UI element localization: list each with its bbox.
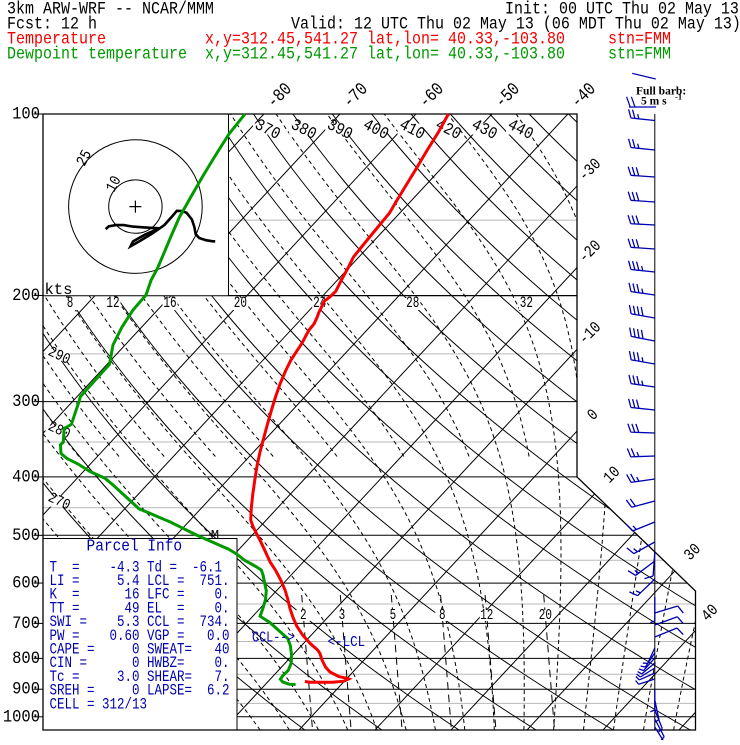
- svg-text:LI = 5.4 LCL = 751.: LI = 5.4 LCL = 751.: [50, 573, 230, 590]
- svg-text:SREH = 0 LAPSE= 6.2: SREH = 0 LAPSE= 6.2: [50, 683, 230, 700]
- svg-text:900: 900: [12, 679, 40, 699]
- svg-text:-1: -1: [675, 92, 682, 102]
- svg-text:100: 100: [12, 104, 40, 124]
- svg-text:8: 8: [439, 606, 446, 623]
- svg-text:1000: 1000: [3, 707, 40, 727]
- svg-text:2: 2: [300, 606, 307, 623]
- svg-text:CAPE = 0 SWEAT= 40: CAPE = 0 SWEAT= 40: [50, 641, 230, 658]
- svg-text:5: 5: [390, 606, 397, 623]
- svg-text:stn=FMM: stn=FMM: [608, 30, 671, 49]
- svg-text:Fcst: 12 h: Fcst: 12 h: [7, 15, 97, 34]
- svg-text:32: 32: [520, 295, 533, 312]
- svg-text:<-LCL: <-LCL: [328, 635, 365, 651]
- svg-text:Init: 00 UTC Thu 02 May 13: Init: 00 UTC Thu 02 May 13: [505, 0, 739, 19]
- svg-text:28: 28: [406, 295, 419, 312]
- svg-text:300: 300: [12, 391, 40, 411]
- svg-text:600: 600: [12, 573, 40, 593]
- svg-text:3: 3: [339, 606, 346, 623]
- svg-text:T = -4.3 Td = -6.1: T = -4.3 Td = -6.1: [50, 559, 222, 576]
- svg-text:24: 24: [313, 295, 326, 312]
- svg-text:Full barb:: Full barb:: [636, 85, 686, 97]
- svg-text:700: 700: [12, 613, 40, 633]
- svg-text:20: 20: [539, 606, 552, 623]
- svg-text:Tc = 3.0 SHEAR= 7.: Tc = 3.0 SHEAR= 7.: [50, 669, 230, 686]
- svg-text:400: 400: [12, 467, 40, 487]
- svg-text:CELL = 312/13: CELL = 312/13: [50, 696, 147, 713]
- svg-text:800: 800: [12, 648, 40, 668]
- svg-text:Temperature: Temperature: [7, 30, 106, 49]
- svg-text:25: 25: [74, 148, 97, 170]
- svg-text:3km ARW-WRF -- NCAR/MMM: 3km ARW-WRF -- NCAR/MMM: [7, 0, 214, 19]
- svg-text:CIN = 0 HWBZ= 0.: CIN = 0 HWBZ= 0.: [50, 655, 230, 672]
- svg-text:x,y=312.45,541.27: x,y=312.45,541.27: [205, 45, 358, 64]
- svg-text:5 m s: 5 m s: [641, 96, 667, 108]
- svg-text:TT = 49 EL = 0.: TT = 49 EL = 0.: [50, 600, 230, 617]
- svg-text:Parcel Info: Parcel Info: [87, 537, 183, 556]
- svg-text:Valid: 12 UTC Thu 02 May 13 (0: Valid: 12 UTC Thu 02 May 13 (06 MDT Thu …: [291, 15, 740, 34]
- svg-text:8: 8: [67, 295, 74, 312]
- svg-text:lat,lon= 40.33,-103.80: lat,lon= 40.33,-103.80: [367, 30, 565, 49]
- svg-text:Dewpoint temperature: Dewpoint temperature: [7, 45, 187, 64]
- svg-text:CCL-->: CCL-->: [252, 630, 294, 647]
- svg-text:kts: kts: [45, 281, 73, 299]
- svg-text:20: 20: [234, 295, 247, 312]
- svg-text:10: 10: [103, 174, 126, 196]
- svg-text:SWI = 5.3 CCL = 734.: SWI = 5.3 CCL = 734.: [50, 614, 230, 631]
- svg-text:16: 16: [163, 295, 176, 312]
- svg-text:lat,lon= 40.33,-103.80: lat,lon= 40.33,-103.80: [367, 45, 565, 64]
- svg-text:K = 16 LFC = 0.: K = 16 LFC = 0.: [50, 587, 230, 604]
- svg-text:PW = 0.60 VGP = 0.0: PW = 0.60 VGP = 0.0: [50, 628, 230, 645]
- svg-text:12: 12: [106, 295, 119, 312]
- svg-text:12: 12: [480, 606, 493, 623]
- svg-text:stn=FMM: stn=FMM: [608, 45, 671, 64]
- svg-text:x,y=312.45,541.27: x,y=312.45,541.27: [205, 30, 358, 49]
- svg-text:200: 200: [12, 285, 40, 305]
- svg-text:M: M: [211, 528, 219, 544]
- svg-text:500: 500: [12, 525, 40, 545]
